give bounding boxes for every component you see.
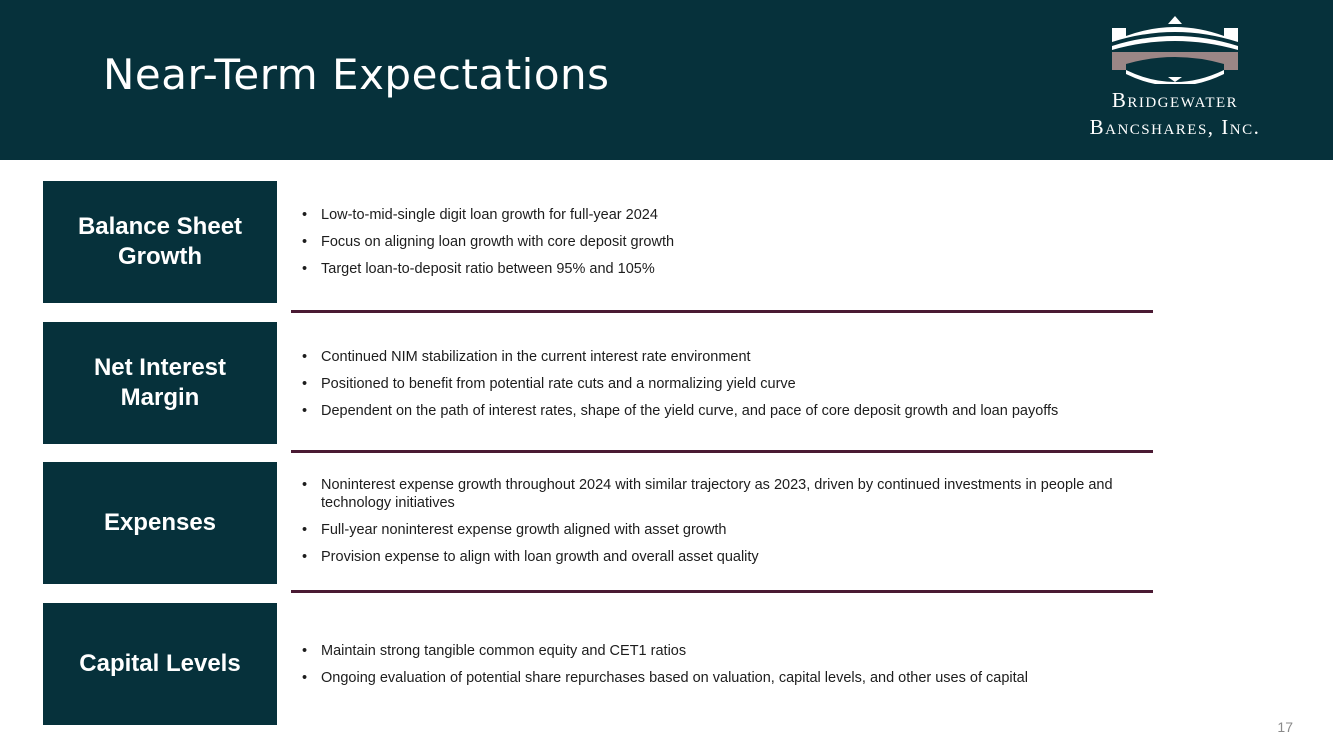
company-logo: Bridgewater Bancshares, Inc. <box>1060 14 1290 144</box>
bullet-list-capital-levels: Maintain strong tangible common equity a… <box>302 642 1182 696</box>
bullet-item: Positioned to benefit from potential rat… <box>302 375 1182 393</box>
bullet-item: Noninterest expense growth throughout 20… <box>302 476 1182 512</box>
logo-arch-icon <box>1108 14 1242 84</box>
bullet-item: Focus on aligning loan growth with core … <box>302 233 1182 251</box>
bullet-list-net-interest-margin: Continued NIM stabilization in the curre… <box>302 348 1182 429</box>
bullet-list-balance-sheet-growth: Low-to-mid-single digit loan growth for … <box>302 206 1182 287</box>
bullet-item: Ongoing evaluation of potential share re… <box>302 669 1182 687</box>
section-divider <box>291 450 1153 453</box>
section-label-net-interest-margin: Net Interest Margin <box>43 322 277 444</box>
logo-text-line1: Bridgewater <box>1060 88 1290 112</box>
section-label-capital-levels: Capital Levels <box>43 603 277 725</box>
bullet-list-expenses: Noninterest expense growth throughout 20… <box>302 476 1182 575</box>
logo-text-line2: Bancshares, Inc. <box>1060 115 1290 139</box>
bullet-item: Target loan-to-deposit ratio between 95%… <box>302 260 1182 278</box>
bullet-item: Maintain strong tangible common equity a… <box>302 642 1182 660</box>
bullet-item: Dependent on the path of interest rates,… <box>302 402 1182 420</box>
bullet-item: Low-to-mid-single digit loan growth for … <box>302 206 1182 224</box>
section-divider <box>291 590 1153 593</box>
section-divider <box>291 310 1153 313</box>
page-title: Near-Term Expectations <box>103 50 610 99</box>
header-bar: Near-Term Expectations Bridgewater Bancs… <box>0 0 1333 160</box>
bullet-item: Full-year noninterest expense growth ali… <box>302 521 1182 539</box>
page-number: 17 <box>1277 719 1293 735</box>
bullet-item: Continued NIM stabilization in the curre… <box>302 348 1182 366</box>
section-label-balance-sheet-growth: Balance Sheet Growth <box>43 181 277 303</box>
section-label-expenses: Expenses <box>43 462 277 584</box>
bullet-item: Provision expense to align with loan gro… <box>302 548 1182 566</box>
